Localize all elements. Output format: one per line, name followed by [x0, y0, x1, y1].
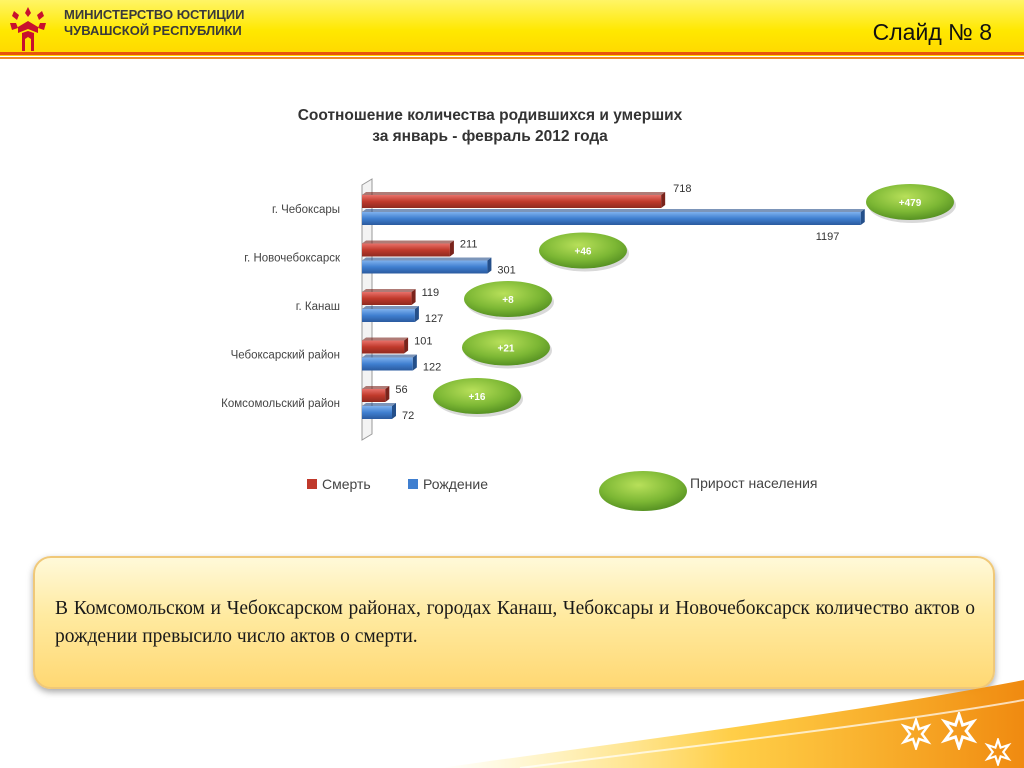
plot-area: г. Чебоксары 718 1197 +479 г. Новочебоксарск… — [221, 178, 956, 441]
birth-value-label: 301 — [497, 265, 515, 277]
birth-bar-top — [362, 354, 417, 358]
legend-label-birth: Рождение — [423, 476, 488, 492]
category-label: г. Чебоксары — [272, 204, 340, 216]
death-bar-face — [362, 340, 405, 354]
category-label: Комсомольский район — [221, 398, 340, 410]
birth-bar-face — [362, 357, 413, 371]
death-bar — [362, 386, 390, 402]
birth-bar-face — [362, 212, 861, 225]
death-bar-side — [385, 386, 390, 402]
legend-label-death: Смерть — [322, 476, 371, 492]
birth-bar — [362, 354, 417, 371]
header-divider-light — [0, 57, 1024, 59]
header-bar: МИНИСТЕРСТВО ЮСТИЦИИ ЧУВАШСКОЙ РЕСПУБЛИК… — [0, 0, 1024, 56]
death-bar — [362, 289, 416, 305]
growth-value-label: +46 — [575, 247, 592, 258]
growth-value-label: +8 — [502, 295, 514, 306]
birth-bar-face — [362, 260, 488, 274]
chart-title-line2: за январь - февраль 2012 года — [372, 128, 608, 145]
birth-bar-side — [392, 403, 396, 419]
death-value-label: 101 — [414, 336, 432, 348]
chart-svg: Соотношение количества родившихся и умер… — [221, 107, 956, 511]
death-bar-top — [362, 240, 454, 244]
death-bar — [362, 192, 666, 208]
chuvash-emblem-icon — [10, 7, 46, 51]
category-label: Чебоксарский район — [231, 350, 340, 362]
star-icon — [984, 738, 1012, 766]
death-value-label: 211 — [460, 239, 478, 251]
birth-bar-top — [362, 306, 419, 309]
birth-value-label: 122 — [423, 362, 441, 374]
legend-swatch-death — [307, 479, 317, 489]
legend-swatch-growth — [599, 471, 687, 511]
birth-value-label: 1197 — [816, 231, 840, 243]
death-value-label: 718 — [673, 183, 691, 195]
death-bar-top — [362, 337, 409, 341]
ministry-name: МИНИСТЕРСТВО ЮСТИЦИИ ЧУВАШСКОЙ РЕСПУБЛИК… — [64, 7, 324, 39]
death-bar — [362, 337, 409, 354]
category-label: г. Канаш — [296, 301, 340, 313]
death-bar — [362, 240, 454, 257]
growth-ellipse — [866, 184, 954, 220]
legend-swatch-birth — [408, 479, 418, 489]
birth-bar-face — [362, 406, 392, 419]
ministry-name-line1: МИНИСТЕРСТВО ЮСТИЦИИ — [64, 7, 245, 22]
star-icon — [940, 712, 978, 750]
death-bar-top — [362, 289, 416, 292]
growth-ellipse — [464, 281, 552, 317]
death-bar-face — [362, 243, 450, 257]
birth-bar-side — [860, 209, 865, 225]
growth-value-label: +479 — [899, 198, 922, 209]
birth-bar — [362, 257, 492, 274]
death-bar-face — [362, 389, 386, 402]
death-value-label: 56 — [395, 384, 407, 396]
birth-bar-top — [362, 257, 492, 261]
growth-ellipse — [462, 329, 550, 366]
birth-bar-top — [362, 209, 865, 212]
chart-legend: Смерть Рождение Прирост населения — [307, 471, 817, 511]
birth-bar — [362, 403, 396, 419]
summary-callout: В Комсомольском и Чебоксарском районах, … — [33, 556, 995, 689]
slide-number: Слайд № 8 — [872, 19, 992, 45]
chart-title-line1: Соотношение количества родившихся и умер… — [298, 107, 683, 124]
death-bar-top — [362, 386, 390, 389]
birth-bar-face — [362, 309, 415, 322]
birth-bar-side — [487, 257, 492, 274]
death-bar-top — [362, 192, 666, 195]
birth-bar-side — [412, 354, 417, 371]
growth-ellipse — [539, 232, 627, 269]
birth-value-label: 127 — [425, 313, 443, 325]
birth-value-label: 72 — [402, 410, 414, 422]
header-divider-orange — [0, 52, 1024, 55]
star-icon — [900, 718, 932, 750]
legend-label-growth: Прирост населения — [690, 475, 817, 491]
death-bar-face — [362, 292, 412, 305]
category-label: г. Новочебоксарск — [244, 253, 341, 265]
growth-ellipse — [433, 378, 521, 414]
birth-bar-top — [362, 403, 396, 406]
death-bar-side — [661, 192, 666, 208]
death-bar-side — [411, 289, 416, 305]
birth-bar — [362, 306, 419, 322]
growth-value-label: +16 — [469, 392, 486, 403]
death-bar-face — [362, 195, 662, 208]
ministry-name-line2: ЧУВАШСКОЙ РЕСПУБЛИКИ — [64, 23, 242, 38]
death-bar-side — [404, 337, 409, 354]
chart: Соотношение количества родившихся и умер… — [150, 95, 970, 515]
death-value-label: 119 — [422, 287, 440, 299]
birth-bar — [362, 209, 865, 225]
death-bar-side — [449, 240, 454, 257]
growth-value-label: +21 — [498, 344, 515, 355]
birth-bar-side — [414, 306, 419, 322]
summary-text: В Комсомольском и Чебоксарском районах, … — [55, 598, 975, 647]
